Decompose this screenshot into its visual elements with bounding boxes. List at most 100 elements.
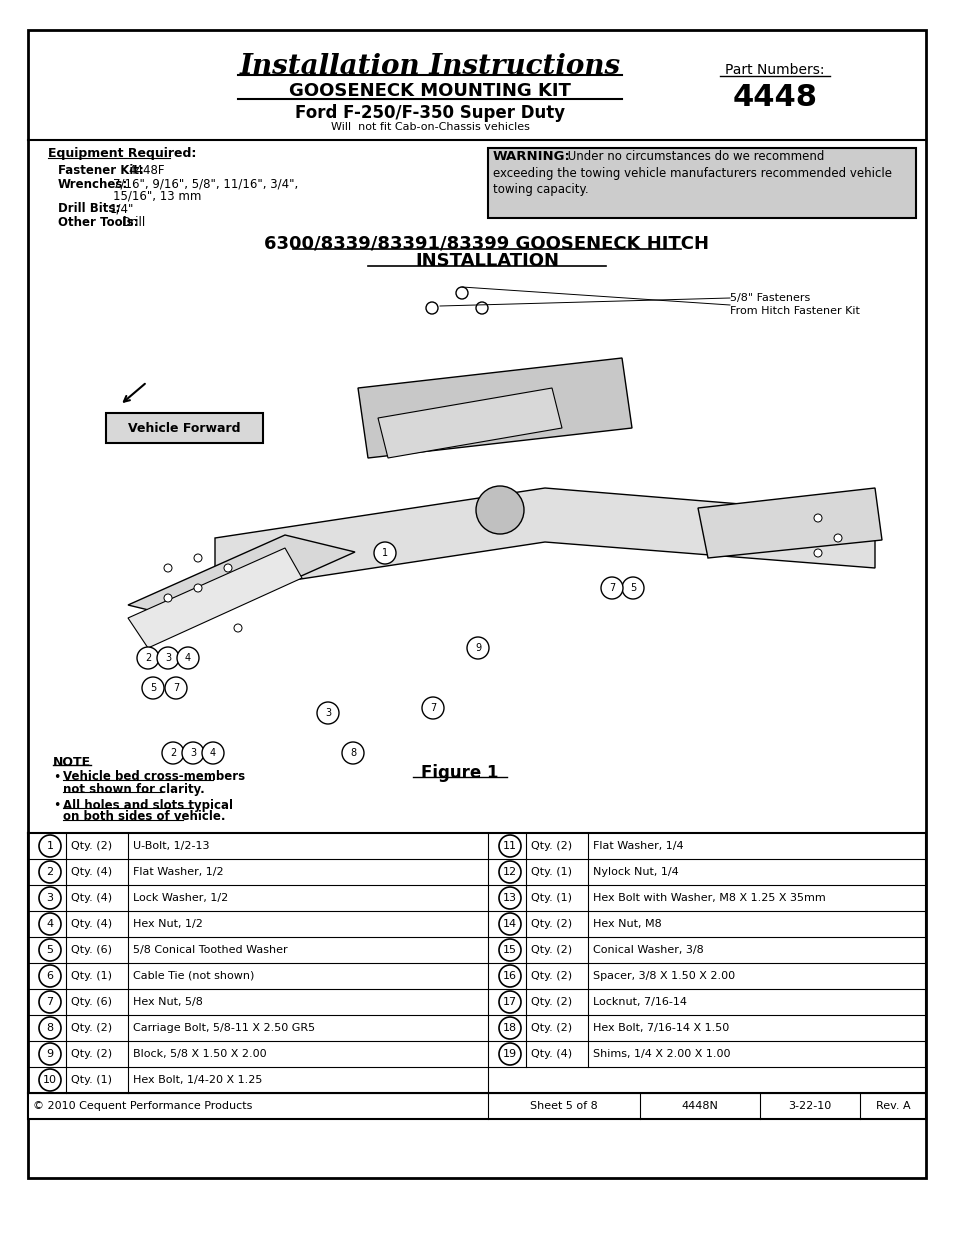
Text: 11: 11 xyxy=(502,841,517,851)
Text: 9: 9 xyxy=(475,643,480,653)
Text: Nylock Nut, 1/4: Nylock Nut, 1/4 xyxy=(593,867,678,877)
Text: Hex Nut, M8: Hex Nut, M8 xyxy=(593,919,661,929)
Circle shape xyxy=(498,990,520,1013)
Text: 15: 15 xyxy=(502,945,517,955)
Circle shape xyxy=(833,534,841,542)
Text: © 2010 Cequent Performance Products: © 2010 Cequent Performance Products xyxy=(33,1100,253,1112)
Text: Rev. A: Rev. A xyxy=(875,1100,909,1112)
Text: exceeding the towing vehicle manufacturers recommended vehicle: exceeding the towing vehicle manufacture… xyxy=(493,167,891,179)
Circle shape xyxy=(142,677,164,699)
Text: Qty. (2): Qty. (2) xyxy=(531,1023,572,1032)
Text: 5: 5 xyxy=(47,945,53,955)
Text: Qty. (2): Qty. (2) xyxy=(531,971,572,981)
Text: Qty. (2): Qty. (2) xyxy=(531,997,572,1007)
Text: 4448N: 4448N xyxy=(680,1100,718,1112)
Text: 5: 5 xyxy=(150,683,156,693)
Circle shape xyxy=(177,647,199,669)
Text: 5: 5 xyxy=(629,583,636,593)
Text: Figure 1: Figure 1 xyxy=(421,764,498,782)
Text: 4: 4 xyxy=(185,653,191,663)
Circle shape xyxy=(39,1070,61,1091)
Circle shape xyxy=(498,887,520,909)
Text: towing capacity.: towing capacity. xyxy=(493,183,588,195)
FancyBboxPatch shape xyxy=(106,412,263,443)
Text: •: • xyxy=(53,771,60,783)
Text: Vehicle Forward: Vehicle Forward xyxy=(128,421,240,435)
Text: 8: 8 xyxy=(47,1023,53,1032)
Text: 1/4": 1/4" xyxy=(110,203,134,215)
Text: 3-22-10: 3-22-10 xyxy=(787,1100,831,1112)
Text: 6: 6 xyxy=(47,971,53,981)
Polygon shape xyxy=(698,488,882,558)
Text: Wrenches:: Wrenches: xyxy=(58,178,128,190)
Polygon shape xyxy=(128,548,302,648)
Text: on both sides of vehicle.: on both sides of vehicle. xyxy=(63,810,225,824)
Circle shape xyxy=(426,303,437,314)
Circle shape xyxy=(498,835,520,857)
Text: 1: 1 xyxy=(381,548,388,558)
Text: Will  not fit Cab-on-Chassis vehicles: Will not fit Cab-on-Chassis vehicles xyxy=(331,122,529,132)
Text: Qty. (1): Qty. (1) xyxy=(531,867,572,877)
Text: 7: 7 xyxy=(608,583,615,593)
Circle shape xyxy=(39,861,61,883)
FancyBboxPatch shape xyxy=(488,148,915,219)
Text: Qty. (4): Qty. (4) xyxy=(71,867,112,877)
Text: Lock Washer, 1/2: Lock Washer, 1/2 xyxy=(132,893,228,903)
Text: 7: 7 xyxy=(47,997,53,1007)
Text: Under no circumstances do we recommend: Under no circumstances do we recommend xyxy=(563,151,823,163)
Text: 3: 3 xyxy=(325,708,331,718)
Text: 13: 13 xyxy=(502,893,517,903)
Text: 7: 7 xyxy=(430,703,436,713)
Circle shape xyxy=(498,861,520,883)
Text: Carriage Bolt, 5/8-11 X 2.50 GR5: Carriage Bolt, 5/8-11 X 2.50 GR5 xyxy=(132,1023,314,1032)
Text: Flat Washer, 1/2: Flat Washer, 1/2 xyxy=(132,867,223,877)
Text: Hex Bolt with Washer, M8 X 1.25 X 35mm: Hex Bolt with Washer, M8 X 1.25 X 35mm xyxy=(593,893,825,903)
Text: Hex Bolt, 1/4-20 X 1.25: Hex Bolt, 1/4-20 X 1.25 xyxy=(132,1074,262,1086)
Circle shape xyxy=(621,577,643,599)
Text: Hex Nut, 1/2: Hex Nut, 1/2 xyxy=(132,919,203,929)
Text: 2: 2 xyxy=(145,653,151,663)
Circle shape xyxy=(233,624,242,632)
Text: 3: 3 xyxy=(165,653,171,663)
Text: GOOSENECK MOUNTING KIT: GOOSENECK MOUNTING KIT xyxy=(289,82,570,100)
Text: Flat Washer, 1/4: Flat Washer, 1/4 xyxy=(593,841,683,851)
Text: 5/8 Conical Toothed Washer: 5/8 Conical Toothed Washer xyxy=(132,945,287,955)
Circle shape xyxy=(39,965,61,987)
Text: 2: 2 xyxy=(47,867,53,877)
Text: Qty. (4): Qty. (4) xyxy=(531,1049,572,1058)
Text: INSTALLATION: INSTALLATION xyxy=(415,252,558,270)
Text: Qty. (4): Qty. (4) xyxy=(71,893,112,903)
Text: 1: 1 xyxy=(47,841,53,851)
Circle shape xyxy=(498,965,520,987)
Text: 12: 12 xyxy=(502,867,517,877)
Text: 6300/8339/83391/83399 GOOSENECK HITCH: 6300/8339/83391/83399 GOOSENECK HITCH xyxy=(264,235,709,253)
Text: Qty. (2): Qty. (2) xyxy=(531,945,572,955)
Text: not shown for clarity.: not shown for clarity. xyxy=(63,783,205,795)
Circle shape xyxy=(39,1044,61,1065)
Text: Ford F-250/F-350 Super Duty: Ford F-250/F-350 Super Duty xyxy=(294,104,564,122)
Text: Other Tools:: Other Tools: xyxy=(58,215,138,228)
Circle shape xyxy=(193,555,202,562)
Text: Qty. (2): Qty. (2) xyxy=(71,1023,112,1032)
Circle shape xyxy=(498,1044,520,1065)
Text: Qty. (1): Qty. (1) xyxy=(71,971,112,981)
Circle shape xyxy=(164,564,172,572)
Text: Sheet 5 of 8: Sheet 5 of 8 xyxy=(530,1100,598,1112)
FancyBboxPatch shape xyxy=(28,1093,925,1119)
Circle shape xyxy=(498,939,520,961)
Circle shape xyxy=(157,647,179,669)
Circle shape xyxy=(813,514,821,522)
Text: 8: 8 xyxy=(350,748,355,758)
Text: 3: 3 xyxy=(47,893,53,903)
Circle shape xyxy=(39,990,61,1013)
Text: Qty. (2): Qty. (2) xyxy=(531,841,572,851)
Text: 17: 17 xyxy=(502,997,517,1007)
Text: 5/8" Fasteners: 5/8" Fasteners xyxy=(729,293,809,303)
Text: 4448F: 4448F xyxy=(128,164,164,178)
Text: From Hitch Fastener Kit: From Hitch Fastener Kit xyxy=(729,306,859,316)
FancyBboxPatch shape xyxy=(28,30,925,1178)
Text: Hex Nut, 5/8: Hex Nut, 5/8 xyxy=(132,997,203,1007)
Text: Qty. (4): Qty. (4) xyxy=(71,919,112,929)
Circle shape xyxy=(39,1016,61,1039)
Text: 3: 3 xyxy=(190,748,196,758)
